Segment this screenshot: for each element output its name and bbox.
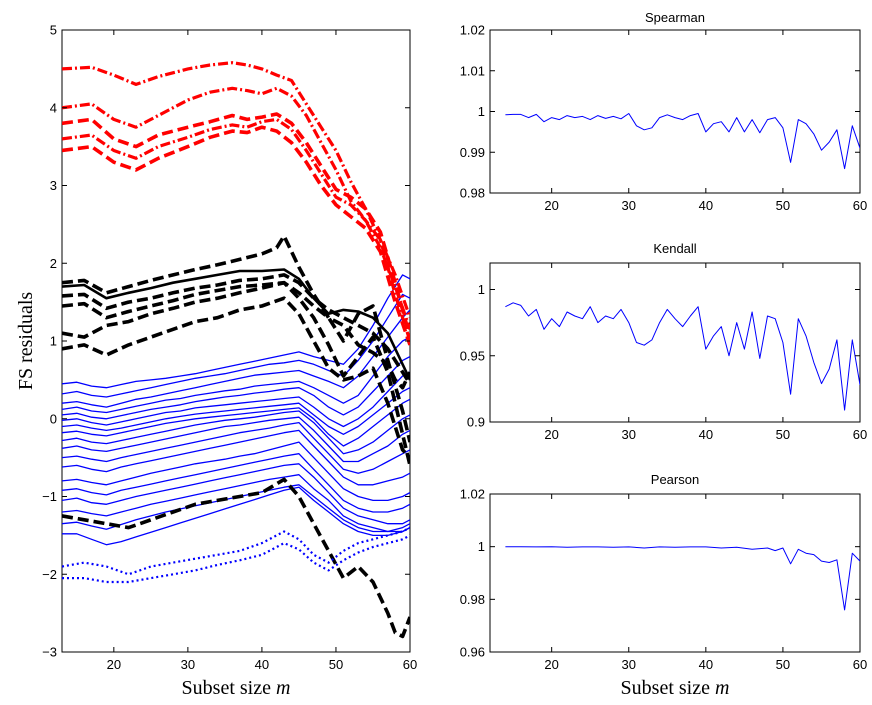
fs-residuals-series-line-2 bbox=[62, 86, 410, 330]
fs-residuals-blue-curve-3 bbox=[62, 309, 410, 408]
fs-residuals-blue-curve-2 bbox=[62, 293, 410, 398]
spearman-title: Spearman bbox=[645, 10, 705, 25]
fs-residuals-series-line-7 bbox=[62, 268, 410, 381]
fs-residuals-blue-curve-8 bbox=[62, 398, 410, 447]
spearman-series-line-1 bbox=[505, 113, 860, 170]
spearman-y-tick-label: 0.99 bbox=[460, 145, 485, 160]
fs-residuals-series-line-12 bbox=[62, 477, 410, 639]
spearman-x-tick-label: 20 bbox=[544, 198, 558, 213]
fs-residuals-series-line-8 bbox=[62, 273, 410, 385]
pearson-title: Pearson bbox=[651, 472, 699, 487]
fs-residuals-blue-curve-18 bbox=[62, 486, 410, 546]
fs-residuals-x-tick-label: 30 bbox=[181, 657, 195, 672]
fs-residuals-x-tick-label: 40 bbox=[255, 657, 269, 672]
kendall-x-tick-label: 50 bbox=[776, 427, 790, 442]
pearson-x-tick-label: 40 bbox=[699, 657, 713, 672]
fs-residuals-blue-curve-9 bbox=[62, 410, 410, 455]
spearman-x-tick-label: 60 bbox=[853, 198, 867, 213]
fs-residuals-y-tick-label: 1 bbox=[50, 334, 57, 349]
fs-residuals-y-tick-label: −2 bbox=[42, 567, 57, 582]
fs-residuals-tick-group: 20 30 40 50 60 −3 −2 −1 0 1 2 3 4 5 bbox=[42, 23, 417, 673]
spearman-y-tick-label: 1.01 bbox=[460, 63, 485, 78]
fs-residuals-blue-curve-7 bbox=[62, 387, 410, 435]
kendall-y-tick-label: 0.9 bbox=[467, 415, 485, 430]
fs-residuals-blue-curve-11 bbox=[62, 421, 410, 474]
fs-residuals-series-line-9 bbox=[62, 280, 410, 443]
fs-residuals-y-axis-label: FS residuals bbox=[15, 292, 37, 391]
spearman-plot-frame bbox=[489, 29, 861, 194]
fs-residuals-blue-curve-6 bbox=[62, 371, 410, 428]
spearman-y-tick-label: 1.02 bbox=[460, 23, 485, 38]
fs-residuals-blue-curve-4 bbox=[62, 336, 410, 414]
pearson-y-tick-label: 1.02 bbox=[460, 487, 485, 502]
fs-residuals-y-tick-label: 5 bbox=[50, 23, 57, 38]
pearson-y-tick-label: 0.96 bbox=[460, 645, 485, 660]
kendall-x-tick-label: 20 bbox=[544, 427, 558, 442]
spearman-tick-group: 20 30 40 50 60 0.98 0.99 1 1.01 1.02 bbox=[460, 23, 868, 214]
fs-residuals-series-line-4 bbox=[62, 117, 410, 342]
kendall-series-group bbox=[505, 302, 860, 411]
fs-residuals-series-line-6 bbox=[62, 234, 410, 390]
spearman-x-tick-label: 30 bbox=[622, 198, 636, 213]
fs-residuals-series-line-5 bbox=[62, 125, 410, 346]
spearman-x-tick-label: 50 bbox=[776, 198, 790, 213]
pearson-x-tick-label: 20 bbox=[544, 657, 558, 672]
pearson-series-line-1 bbox=[505, 546, 860, 611]
spearman-series-group bbox=[505, 113, 860, 170]
spearman-y-tick-label: 1 bbox=[478, 104, 485, 119]
kendall-panel: Kendall 20 30 40 50 60 0.9 0.95 1 bbox=[460, 241, 868, 442]
kendall-y-tick-label: 1 bbox=[478, 282, 485, 297]
fs-residuals-y-tick-label: −1 bbox=[42, 489, 57, 504]
pearson-x-tick-label: 60 bbox=[853, 657, 867, 672]
pearson-x-tick-label: 50 bbox=[776, 657, 790, 672]
kendall-series-line-1 bbox=[505, 302, 860, 411]
fs-residuals-series-line-14 bbox=[62, 534, 410, 584]
spearman-x-tick-label: 40 bbox=[699, 198, 713, 213]
fs-residuals-blue-curve-14 bbox=[62, 453, 410, 513]
fs-residuals-series-line-1 bbox=[62, 61, 410, 319]
spearman-panel: Spearman 20 30 40 50 60 0.98 0.99 1 1.01 1.02 bbox=[460, 10, 868, 213]
pearson-panel: Pearson 20 30 40 50 60 0.96 0.98 1 1.02 Subset s… bbox=[460, 472, 868, 699]
fs-residuals-plot-frame bbox=[61, 29, 411, 653]
pearson-x-axis-label: Subset size m bbox=[621, 677, 730, 699]
kendall-tick-group: 20 30 40 50 60 0.9 0.95 1 bbox=[460, 263, 867, 442]
fs-residuals-x-tick-label: 60 bbox=[403, 657, 417, 672]
pearson-plot-frame bbox=[489, 493, 861, 653]
fs-residuals-series-group bbox=[62, 61, 410, 639]
fs-residuals-y-tick-label: −3 bbox=[42, 645, 57, 660]
pearson-y-tick-label: 1 bbox=[478, 539, 485, 554]
fs-residuals-series-line-3 bbox=[62, 112, 410, 338]
fs-residuals-blue-curve-5 bbox=[62, 356, 410, 420]
fs-residuals-blue-curve-1 bbox=[62, 274, 410, 389]
fs-residuals-y-tick-label: 4 bbox=[50, 100, 57, 115]
fs-residuals-panel: 20 30 40 50 60 −3 −2 −1 0 1 2 3 4 5 Subset size m FS … bbox=[15, 23, 417, 700]
kendall-plot-frame bbox=[489, 262, 861, 423]
fs-residuals-x-tick-label: 50 bbox=[329, 657, 343, 672]
kendall-title: Kendall bbox=[653, 241, 696, 256]
pearson-tick-group: 20 30 40 50 60 0.96 0.98 1 1.02 bbox=[460, 487, 868, 673]
kendall-x-tick-label: 30 bbox=[622, 427, 636, 442]
fs-residuals-x-tick-label: 20 bbox=[107, 657, 121, 672]
fs-residuals-blue-curve-13 bbox=[62, 441, 410, 502]
fs-residuals-y-tick-label: 3 bbox=[50, 178, 57, 193]
fs-residuals-x-axis-label: Subset size m bbox=[182, 677, 291, 699]
fs-residuals-blue-curve-10 bbox=[62, 416, 410, 463]
pearson-y-tick-label: 0.98 bbox=[460, 592, 485, 607]
fs-residuals-y-tick-label: 2 bbox=[50, 256, 57, 271]
pearson-series-group bbox=[505, 546, 860, 611]
fs-residuals-blue-curve-16 bbox=[62, 474, 410, 533]
fs-residuals-blue-curve-12 bbox=[62, 429, 410, 486]
kendall-y-tick-label: 0.95 bbox=[460, 348, 485, 363]
fs-residuals-blue-curve-15 bbox=[62, 463, 410, 525]
spearman-y-tick-label: 0.98 bbox=[460, 186, 485, 201]
fs-residuals-series-line-10 bbox=[62, 280, 410, 466]
pearson-x-tick-label: 30 bbox=[622, 657, 636, 672]
kendall-x-tick-label: 60 bbox=[853, 427, 867, 442]
kendall-x-tick-label: 40 bbox=[699, 427, 713, 442]
fs-residuals-y-tick-label: 0 bbox=[50, 411, 57, 426]
